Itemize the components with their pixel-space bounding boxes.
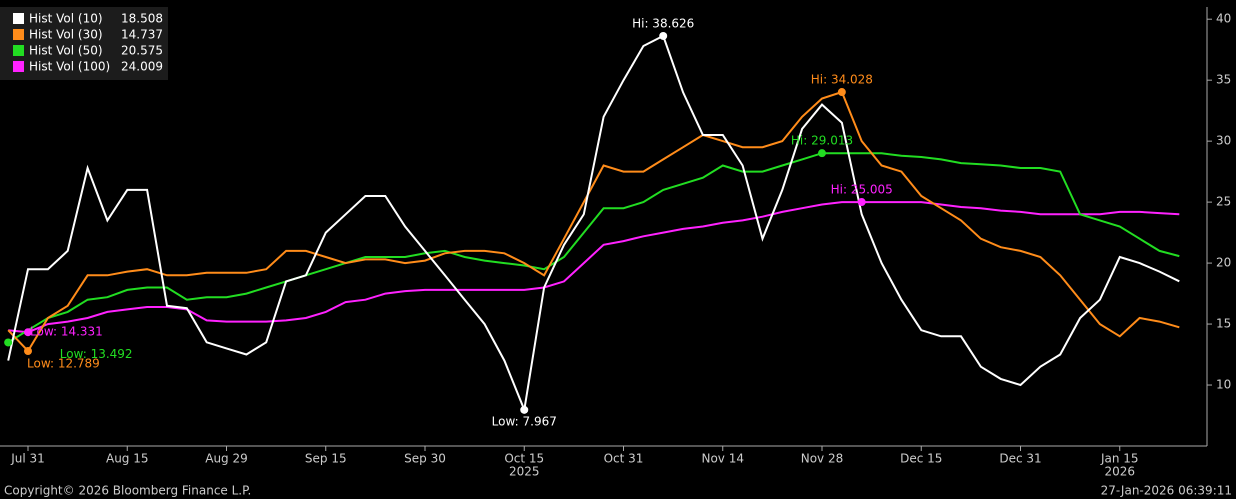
extreme-label: Low: 14.331 bbox=[30, 325, 103, 339]
legend-value: 18.508 bbox=[121, 12, 163, 26]
x-tick-label: Aug 29 bbox=[205, 452, 248, 466]
x-tick-label: Oct 31 bbox=[604, 452, 644, 466]
extreme-marker bbox=[818, 149, 826, 158]
legend-swatch bbox=[13, 61, 24, 72]
extreme-marker bbox=[659, 31, 668, 40]
legend-value: 20.575 bbox=[121, 44, 163, 58]
series-line bbox=[7, 152, 1180, 344]
extreme-label: Hi: 38.626 bbox=[632, 16, 694, 30]
legend-swatch bbox=[13, 13, 24, 24]
copyright: Copyright© 2026 Bloomberg Finance L.P. bbox=[4, 484, 251, 498]
x-tick-label: Aug 15 bbox=[106, 452, 149, 466]
x-tick-label: Nov 28 bbox=[801, 452, 844, 466]
x-tick-label: Jan 15 bbox=[1100, 452, 1139, 466]
legend-label: Hist Vol (30) bbox=[29, 28, 103, 42]
legend-value: 24.009 bbox=[121, 60, 163, 74]
x-tick-label: Dec 31 bbox=[999, 452, 1041, 466]
y-tick-label: 40 bbox=[1216, 12, 1231, 26]
y-tick-label: 25 bbox=[1216, 195, 1231, 209]
y-tick-label: 30 bbox=[1216, 134, 1231, 148]
extreme-label: Low: 7.967 bbox=[492, 414, 557, 428]
x-tick-label: Sep 30 bbox=[404, 452, 446, 466]
y-tick-label: 15 bbox=[1216, 317, 1231, 331]
legend-label: Hist Vol (10) bbox=[29, 12, 103, 26]
extreme-marker bbox=[24, 347, 32, 356]
y-tick-label: 35 bbox=[1216, 73, 1231, 87]
extreme-marker bbox=[24, 328, 32, 337]
legend-swatch bbox=[13, 29, 24, 40]
extreme-marker bbox=[4, 338, 13, 347]
y-tick-label: 10 bbox=[1216, 378, 1231, 392]
series-line bbox=[8, 201, 1180, 334]
timestamp: 27-Jan-2026 06:39:11 bbox=[1101, 484, 1232, 498]
x-tick-label: Oct 15 bbox=[504, 452, 544, 466]
extreme-marker bbox=[520, 405, 529, 414]
legend-value: 14.737 bbox=[121, 28, 163, 42]
legend-box bbox=[0, 7, 168, 80]
x-tick-label: Dec 15 bbox=[900, 452, 942, 466]
x-tick-label: Sep 15 bbox=[305, 452, 347, 466]
legend-label: Hist Vol (50) bbox=[29, 44, 103, 58]
extreme-marker bbox=[857, 198, 866, 207]
x-tick-label: Jul 31 bbox=[10, 452, 45, 466]
x-year-label: 2025 bbox=[509, 465, 540, 479]
extreme-label: Hi: 29.013 bbox=[791, 134, 853, 148]
extreme-label: Low: 13.492 bbox=[60, 347, 133, 361]
legend-swatch bbox=[13, 45, 24, 56]
series-line bbox=[7, 90, 1180, 353]
x-tick-label: Nov 14 bbox=[701, 452, 744, 466]
legend-label: Hist Vol (100) bbox=[29, 60, 110, 74]
extreme-marker bbox=[837, 88, 846, 97]
extreme-label: Low: 12.789 bbox=[27, 357, 100, 371]
y-tick-label: 20 bbox=[1216, 256, 1231, 270]
extreme-label: Hi: 34.028 bbox=[811, 73, 873, 87]
extreme-label: Hi: 25.005 bbox=[831, 183, 893, 197]
x-year-label: 2026 bbox=[1104, 465, 1135, 479]
series-line bbox=[7, 34, 1180, 414]
